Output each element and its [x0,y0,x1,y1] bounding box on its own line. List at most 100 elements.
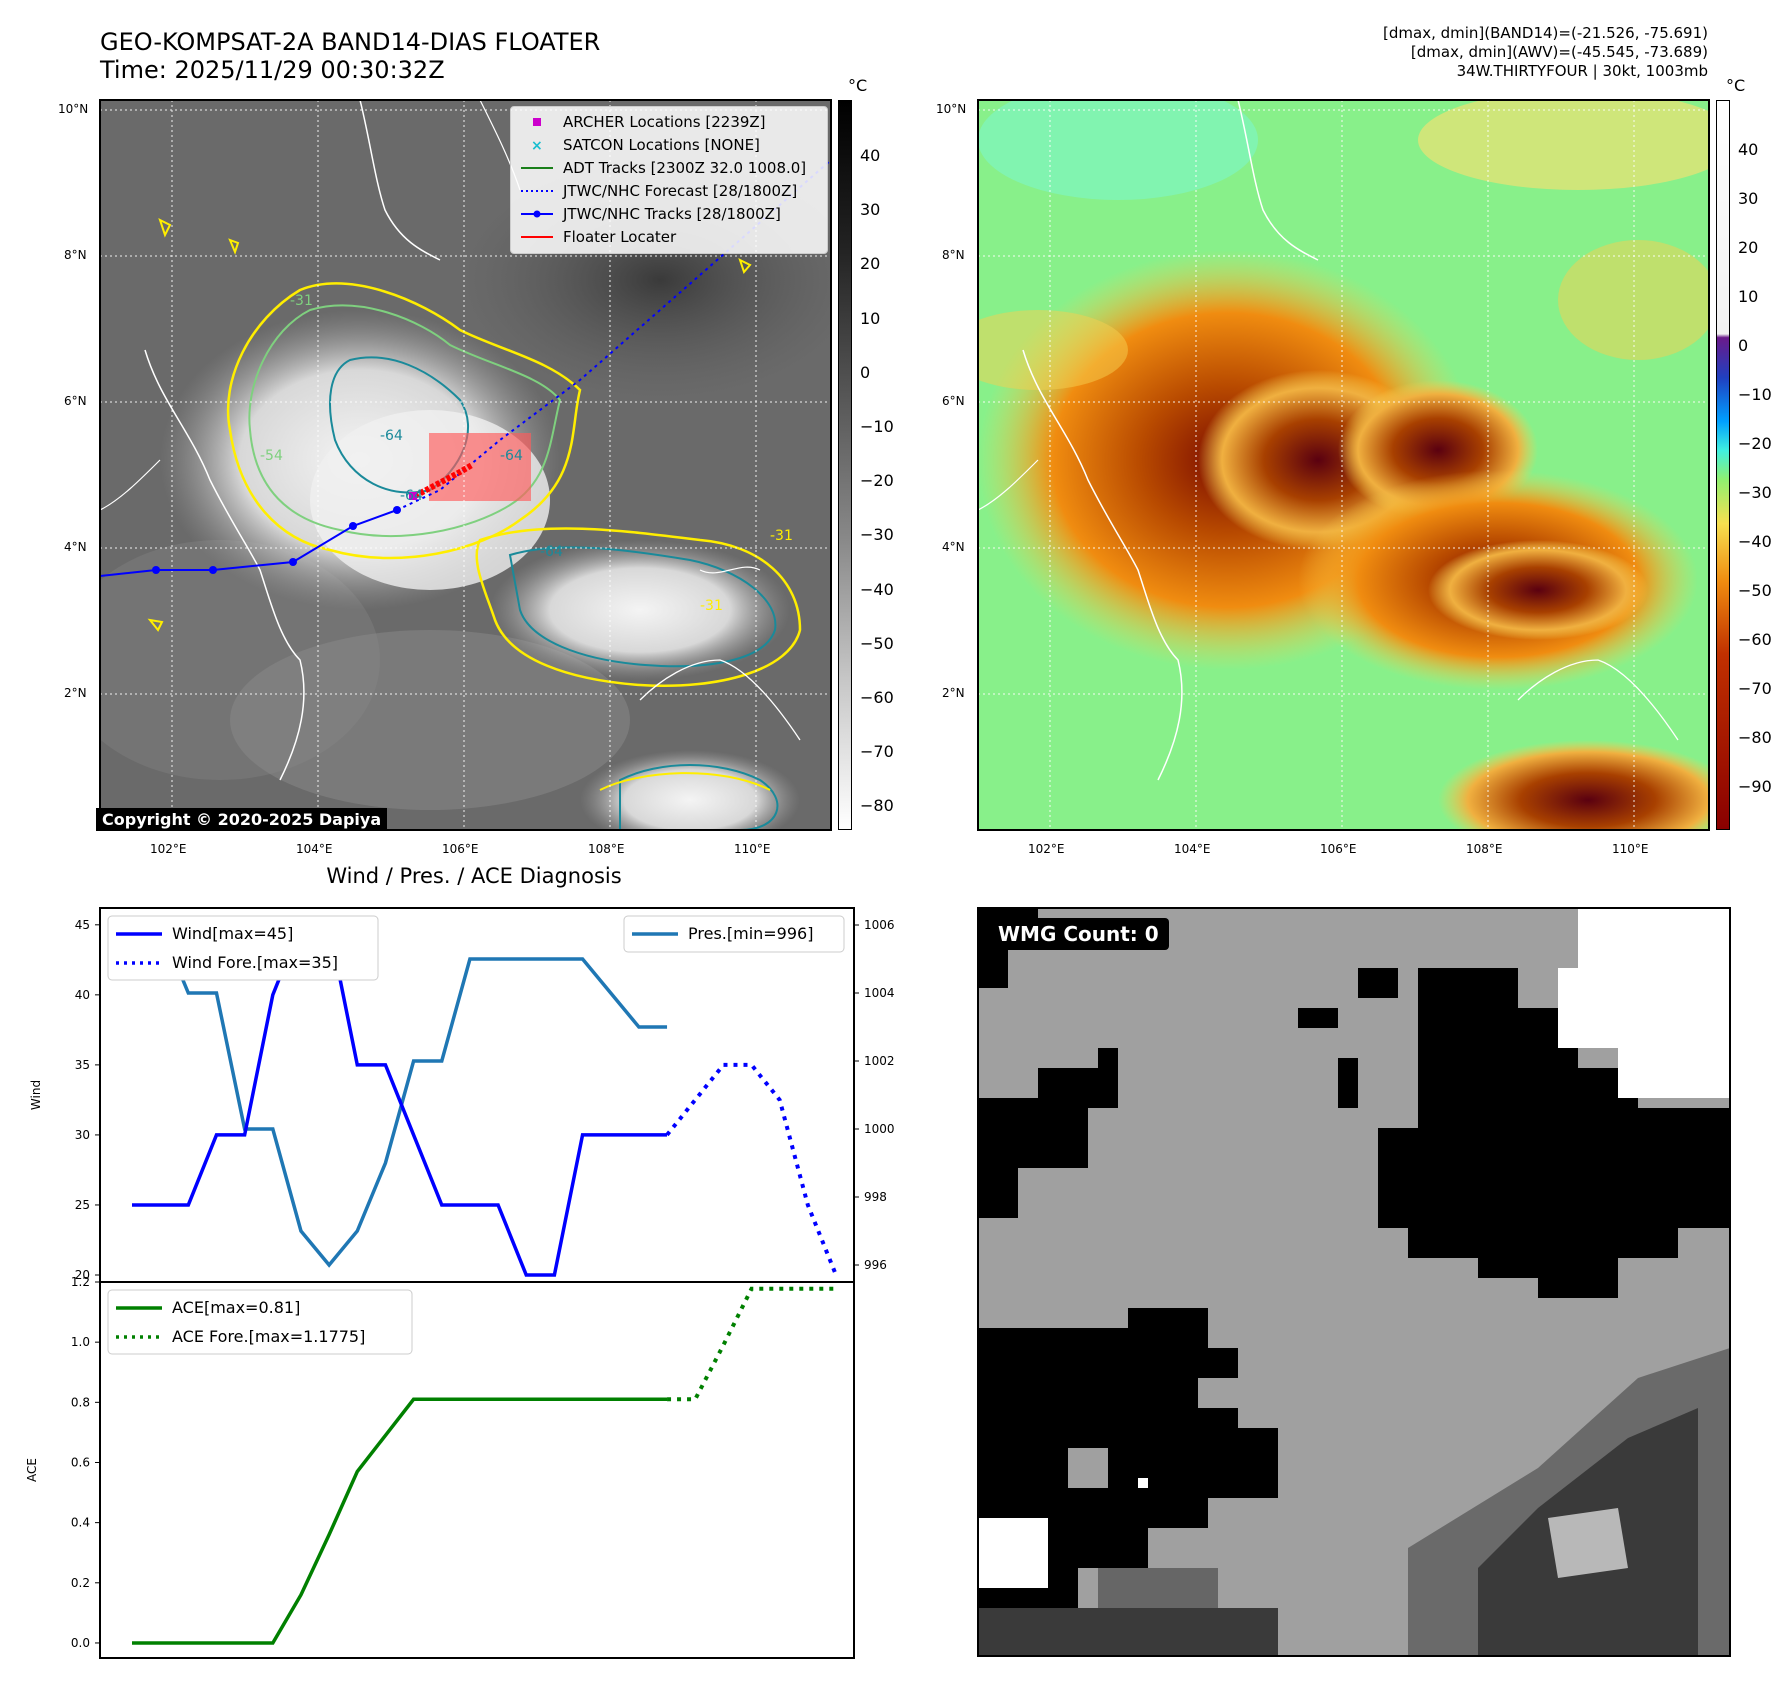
wmg-count-badge: WMG Count: 0 [988,918,1169,950]
pressure-tick: 1006 [864,918,895,932]
legend-entry: × SATCON Locations [NONE] [511,134,760,156]
wind-tick: 20 [75,1268,90,1282]
contour-label: -54 [260,448,283,464]
contour-label: -31 [290,293,313,309]
lat-label: 4°N [942,540,965,554]
colorbar-tick: −80 [1738,728,1772,747]
colorbar-tick: 20 [860,254,881,274]
figure-time: Time: 2025/11/29 00:30:32Z [100,56,445,84]
contour-label: -64 [400,488,423,504]
awv-range: [dmax, dmin](AWV)=(-45.545, -73.689) [1410,43,1708,61]
legend-label: ACE Fore.[max=1.1775] [172,1327,365,1346]
wind-tick: 45 [75,918,90,932]
wind-tick: 40 [75,988,90,1002]
colorbar-tick: −10 [860,417,894,436]
ace-forecast-line [667,1286,836,1402]
legend-swatch [519,203,555,225]
lat-label: 6°N [64,394,87,408]
ace-tick: 0.8 [71,1395,90,1409]
lon-label: 104°E [296,842,333,856]
pressure-tick: 998 [864,1190,887,1204]
colorbar-tick: −60 [860,688,894,707]
legend-label: SATCON Locations [NONE] [563,136,760,154]
wmg-frame [977,907,1731,1657]
legend-entry: JTWC/NHC Forecast [28/1800Z] [511,180,797,202]
pressure-series-line [132,923,668,1268]
pressure-tick: 1002 [864,1054,895,1068]
colorbar-tick: −40 [860,579,894,599]
colorbar-tick: −10 [1738,385,1772,404]
pressure-tick: 996 [864,1258,887,1272]
awv-colorbar [1716,100,1730,830]
awv-map-panel [978,100,1709,830]
wind-tick: 35 [75,1058,90,1072]
colorbar-unit: °C [848,76,868,95]
legend-label: Floater Locater [563,228,677,246]
lon-label: 110°E [734,842,771,856]
pressure-tick: 1000 [864,1122,895,1136]
lat-label: 10°N [58,102,89,116]
legend-entry: Floater Locater [511,226,676,248]
legend-label: JTWC/NHC Tracks [28/1800Z] [563,205,781,223]
legend-label: Wind Fore.[max=35] [172,953,338,972]
contour-label: -31 [700,598,723,614]
colorbar-tick: −70 [860,742,894,762]
lat-label: 4°N [64,540,87,554]
lon-label: 104°E [1174,842,1211,856]
colorbar-tick: −70 [1738,679,1772,698]
legend-label: ARCHER Locations [2239Z] [563,113,766,131]
colorbar-tick: −50 [860,633,894,653]
lon-label: 102°E [1028,842,1065,856]
ace-tick: 0.0 [71,1636,90,1650]
ace-legend [107,1289,413,1355]
colorbar-tick: −80 [860,796,894,816]
colorbar-tick: −90 [1738,777,1772,796]
colorbar-tick: 0 [860,362,871,382]
colorbar-tick: −50 [1738,581,1772,600]
diag-title: Wind / Pres. / ACE Diagnosis [326,864,622,888]
lon-label: 110°E [1612,842,1649,856]
awv-map-frame [977,99,1710,831]
legend-entry: ADT Tracks [2300Z 32.0 1008.0] [511,157,806,179]
lon-label: 106°E [1320,842,1357,856]
colorbar-tick: −30 [1738,483,1772,502]
lat-label: 8°N [64,248,87,262]
copyright: Copyright © 2020-2025 Dapiya [96,808,388,831]
storm-info: 34W.THIRTYFOUR | 30kt, 1003mb [1456,62,1708,80]
lon-label: 108°E [1466,842,1503,856]
colorbar-tick: 20 [1738,238,1759,257]
legend-swatch: × [519,134,555,156]
pressure-tick: 1004 [864,986,895,1000]
lat-label: 8°N [942,248,965,262]
wind-tick: 25 [75,1198,90,1212]
legend-swatch [519,111,555,133]
colorbar-tick: 40 [860,146,881,165]
colorbar-unit: °C [1726,76,1746,95]
colorbar-tick: −20 [1738,434,1772,453]
lon-label: 108°E [588,842,625,856]
ir-map-frame [99,99,832,831]
colorbar-tick: 30 [860,200,881,220]
legend-swatch [519,157,555,179]
lon-label: 102°E [150,842,187,856]
colorbar-tick: 10 [1738,287,1759,306]
diagnosis-chart: 45 40 35 30 25 20 1006 1004 1002 1000 998 996 1.2 1.0… [25,907,895,1659]
contour-label: -31 [770,528,793,544]
colorbar-tick: −30 [860,525,894,545]
colorbar-tick: 10 [860,308,881,328]
ace-tick: 0.2 [71,1576,90,1590]
colorbar-tick: 30 [1738,189,1759,208]
band14-range: [dmax, dmin](BAND14)=(-21.526, -75.691) [1383,24,1708,42]
legend-label: ADT Tracks [2300Z 32.0 1008.0] [563,159,807,177]
legend-entry: JTWC/NHC Tracks [28/1800Z] [511,203,781,225]
svg-text:×: × [531,138,543,154]
ace-tick: 1.2 [71,1275,90,1289]
lon-label: 106°E [442,842,479,856]
colorbar-tick: −40 [1738,532,1772,551]
legend-swatch [519,180,555,202]
pressure-legend [623,915,845,953]
legend-label: Pres.[min=996] [688,924,813,943]
ace-axes-frame [99,1281,855,1659]
ir-colorbar [838,100,852,830]
ace-tick: 0.6 [71,1455,90,1469]
